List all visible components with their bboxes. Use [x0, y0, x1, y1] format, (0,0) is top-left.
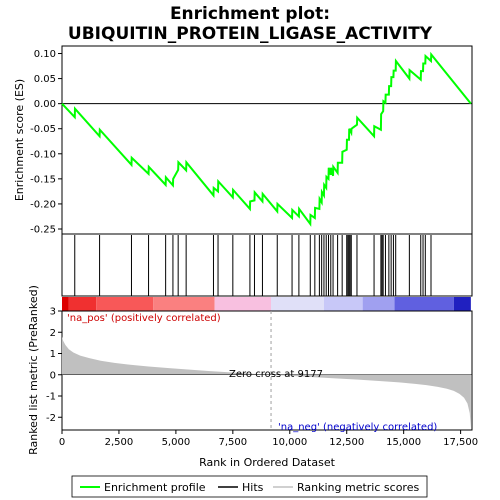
es-y-tick-label: 0.05	[34, 74, 56, 85]
chart-title-line1: Enrichment plot:	[170, 4, 330, 24]
metric-y-tick-label: 3	[50, 307, 56, 318]
hit-lines	[74, 235, 432, 296]
x-tick-label: 12,500	[329, 437, 364, 448]
metric-y-ticks: 3 2 1 0 -1 -2	[46, 307, 62, 424]
metric-y-tick-label: -2	[46, 413, 56, 424]
x-tick-label: 15,000	[386, 437, 421, 448]
enrichment-profile-line	[61, 51, 472, 227]
rank-bar-segment	[362, 297, 395, 311]
rank-bar-segment	[394, 297, 454, 311]
x-tick-label: 17,500	[443, 437, 478, 448]
es-y-tick-label: -0.25	[30, 224, 56, 235]
na-pos-annotation: 'na_pos' (positively correlated)	[67, 313, 221, 324]
chart-title-line2: UBIQUITIN_PROTEIN_LIGASE_ACTIVITY	[68, 24, 433, 44]
es-y-ticks: -0.25 -0.20 -0.15 -0.10 -0.05 0.00 0.05 0.10	[30, 49, 62, 235]
metric-y-axis-label: Ranked list metric (PreRanked)	[27, 285, 40, 455]
zero-cross-annotation: Zero cross at 9177	[229, 369, 323, 380]
metric-panel: 3 2 1 0 -1 -2 0 2,500 5,000 7,500 10,000 12,500 15,…	[27, 285, 478, 469]
metric-y-tick-label: 2	[50, 328, 56, 339]
legend-hits-label: Hits	[242, 481, 264, 494]
es-panel: -0.25 -0.20 -0.15 -0.10 -0.05 0.00 0.05 0.10 En…	[13, 45, 473, 235]
es-y-tick-label: -0.05	[30, 124, 56, 135]
es-y-axis-label: Enrichment score (ES)	[13, 79, 26, 201]
rank-bar-segment	[323, 297, 363, 311]
metric-y-tick-label: 1	[50, 349, 56, 360]
rank-bar-segment	[271, 297, 324, 311]
rank-color-bar	[62, 297, 471, 311]
hits-panel	[61, 233, 473, 311]
rank-bar-segment	[214, 297, 272, 311]
es-y-tick-label: 0.00	[34, 99, 56, 110]
metric-y-tick-label: 0	[50, 370, 56, 381]
es-y-tick-label: -0.20	[30, 199, 56, 210]
x-tick-label: 7,500	[219, 437, 248, 448]
legend: Enrichment profile Hits Ranking metric s…	[71, 475, 428, 498]
x-tick-label: 10,000	[272, 437, 307, 448]
es-y-tick-label: -0.15	[30, 174, 56, 185]
es-y-tick-label: 0.10	[34, 49, 56, 60]
hits-frame	[61, 233, 473, 297]
x-tick-label: 5,000	[162, 437, 191, 448]
rank-bar-segment	[68, 297, 97, 311]
es-y-tick-label: -0.10	[30, 149, 56, 160]
rank-bar-segment	[62, 297, 69, 311]
legend-enrichment-label: Enrichment profile	[104, 481, 206, 494]
metric-y-tick-label: -1	[46, 392, 56, 403]
x-axis-label: Rank in Ordered Dataset	[199, 456, 336, 469]
rank-bar-segment	[153, 297, 215, 311]
x-tick-label: 0	[59, 437, 65, 448]
rank-bar-segment	[96, 297, 154, 311]
rank-bar-segment	[453, 297, 471, 311]
x-tick-label: 2,500	[105, 437, 134, 448]
legend-metric-label: Ranking metric scores	[297, 481, 419, 494]
metric-x-ticks: 0 2,500 5,000 7,500 10,000 12,500 15,000 17,500	[59, 430, 478, 448]
es-plot-frame	[61, 45, 473, 235]
legend-box	[71, 475, 428, 498]
na-neg-annotation: 'na_neg' (negatively correlated)	[278, 422, 437, 433]
